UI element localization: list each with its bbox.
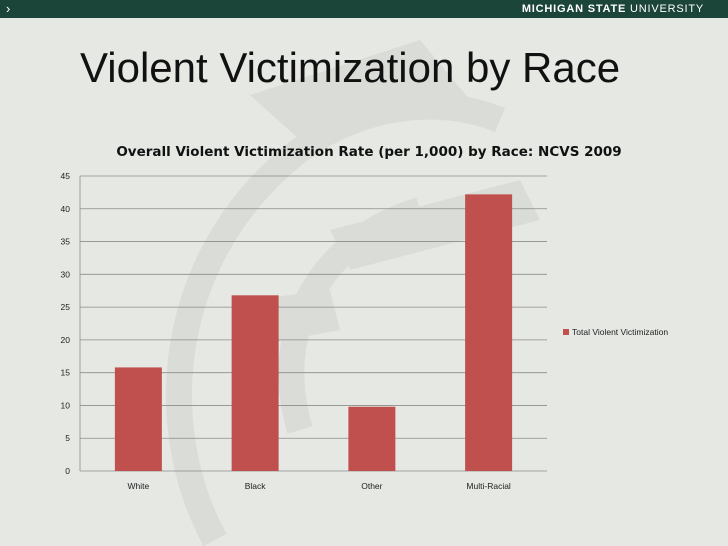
legend-label: Total Violent Victimization — [572, 327, 669, 337]
y-tick-label: 15 — [61, 368, 71, 378]
legend-swatch — [563, 329, 569, 335]
y-tick-label: 10 — [61, 400, 71, 410]
chevron-right-icon[interactable]: › — [6, 1, 11, 16]
university-name-bold: MICHIGAN STATE — [521, 3, 630, 15]
chart-legend: Total Violent Victimization — [563, 327, 668, 337]
y-tick-label: 20 — [61, 335, 71, 345]
university-name: MICHIGAN STATE UNIVERSITY — [522, 2, 704, 16]
header-bar: › MICHIGAN STATE UNIVERSITY — [0, 0, 728, 18]
x-tick-label: Black — [245, 481, 267, 491]
bar-multi-racial — [465, 194, 513, 471]
y-tick-label: 0 — [65, 466, 70, 476]
y-tick-label: 25 — [61, 302, 71, 312]
slide-title: Violent Victimization by Race — [80, 44, 621, 91]
y-tick-label: 5 — [65, 433, 70, 443]
bar-other — [348, 406, 396, 471]
university-name-light: UNIVERSITY — [629, 3, 704, 15]
y-tick-label: 45 — [61, 171, 71, 181]
x-tick-label: Other — [361, 481, 382, 491]
bar-black — [231, 295, 279, 471]
x-tick-label: Multi-Racial — [466, 481, 511, 491]
y-tick-label: 35 — [61, 237, 71, 247]
x-tick-label: White — [128, 481, 150, 491]
y-tick-label: 40 — [61, 204, 71, 214]
bar-white — [114, 367, 162, 471]
y-tick-label: 30 — [61, 269, 71, 279]
chart-title: Overall Violent Victimization Rate (per … — [116, 144, 622, 160]
